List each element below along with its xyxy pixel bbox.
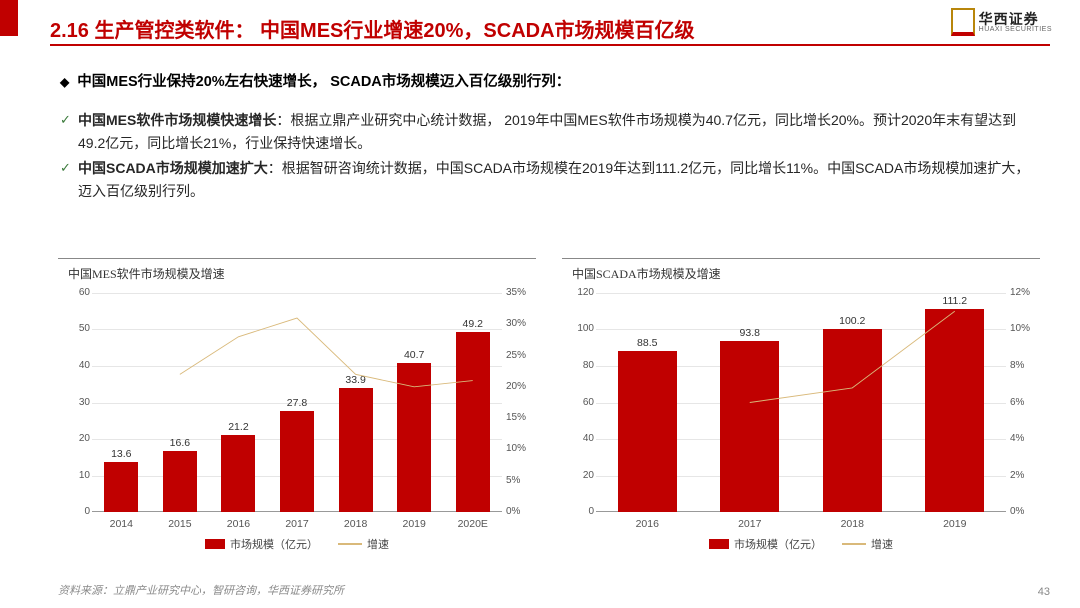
logo-en: HUAXI SECURITIES [979,26,1052,33]
charts-row: 中国MES软件市场规模及增速 01020304050600%5%10%15%20… [58,258,1040,554]
bullet-bold: 中国SCADA市场规模加速扩大 [78,160,268,176]
lead-text: 中国MES行业保持20%左右快速增长， SCADA市场规模迈入百亿级别行列： [60,70,1040,91]
page-number: 43 [1038,586,1050,598]
chart-scada: 中国SCADA市场规模及增速 0204060801001200%2%4%6%8%… [562,258,1040,554]
source-text: 资料来源：立鼎产业研究中心，智研咨询，华西证券研究所 [58,582,344,598]
list-item: 中国MES软件市场规模快速增长：根据立鼎产业研究中心统计数据， 2019年中国M… [60,109,1040,155]
bullet-list: 中国MES软件市场规模快速增长：根据立鼎产业研究中心统计数据， 2019年中国M… [60,109,1040,203]
chart-legend: 市场规模（亿元） 增速 [58,536,536,552]
list-item: 中国SCADA市场规模加速扩大：根据智研咨询统计数据，中国SCADA市场规模在2… [60,157,1040,203]
chart-title: 中国MES软件市场规模及增速 [58,259,536,290]
legend-bar: 市场规模（亿元） [205,536,318,552]
logo: 华西证券 HUAXI SECURITIES [951,8,1052,36]
swatch-bar-icon [205,539,225,549]
legend-line: 增速 [842,536,893,552]
body: 中国MES行业保持20%左右快速增长， SCADA市场规模迈入百亿级别行列： 中… [60,70,1040,205]
logo-cn: 华西证券 [979,12,1052,26]
page-title: 2.16 生产管控类软件： 中国MES行业增速20%，SCADA市场规模百亿级 [50,14,695,43]
chart-legend: 市场规模（亿元） 增速 [562,536,1040,552]
header: 2.16 生产管控类软件： 中国MES行业增速20%，SCADA市场规模百亿级 [50,14,900,43]
legend-bar: 市场规模（亿元） [709,536,822,552]
accent-bar [0,0,18,36]
bullet-bold: 中国MES软件市场规模快速增长 [78,112,276,128]
chart-mes: 中国MES软件市场规模及增速 01020304050600%5%10%15%20… [58,258,536,554]
legend-line: 增速 [338,536,389,552]
header-rule [50,44,1050,46]
chart-title: 中国SCADA市场规模及增速 [562,259,1040,290]
chart-plot: 01020304050600%5%10%15%20%25%30%35%13.62… [92,293,502,512]
swatch-line-icon [842,543,866,545]
logo-mark-icon [951,8,975,36]
swatch-bar-icon [709,539,729,549]
chart-plot: 0204060801001200%2%4%6%8%10%12%88.520169… [596,293,1006,512]
swatch-line-icon [338,543,362,545]
